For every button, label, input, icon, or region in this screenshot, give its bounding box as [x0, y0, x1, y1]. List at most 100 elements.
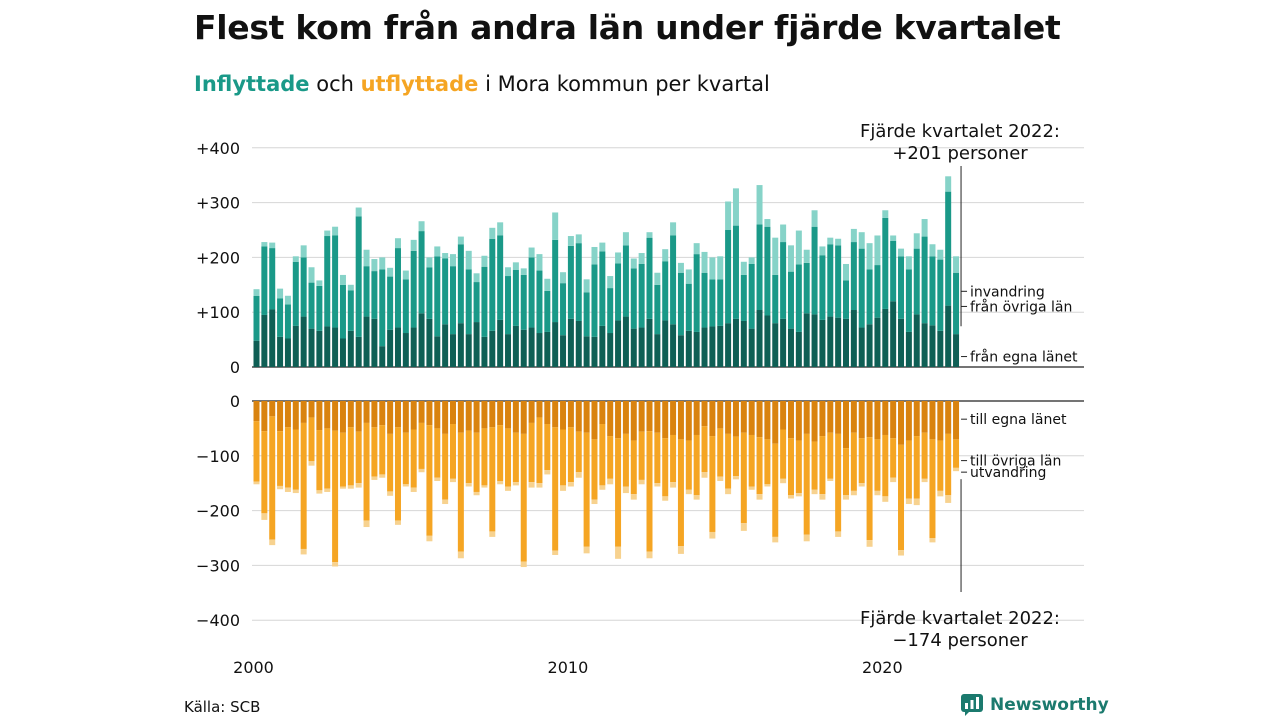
outflow-local-bar — [347, 401, 354, 428]
inflow-other-bar — [929, 256, 936, 326]
inflow-immigration-bar — [772, 237, 779, 275]
outflow-other-bar — [913, 436, 920, 499]
outflow-other-bar — [277, 431, 284, 486]
outflow-emigration-bar — [575, 472, 582, 478]
outflow-emigration-bar — [544, 470, 551, 475]
inflow-other-bar — [308, 282, 315, 329]
inflow-other-bar — [497, 235, 504, 320]
outflow-local-bar — [835, 401, 842, 434]
outflow-local-bar — [827, 401, 834, 433]
outflow-local-bar — [740, 401, 747, 433]
inflow-local-bar — [662, 320, 669, 367]
inflow-local-bar — [599, 325, 606, 367]
newsworthy-logo: Newsworthy — [960, 692, 1109, 718]
outflow-other-bar — [347, 427, 354, 486]
inflow-local-bar — [332, 327, 339, 367]
inflow-other-bar — [874, 265, 881, 318]
outflow-emigration-bar — [654, 483, 661, 487]
inflow-local-bar — [269, 309, 276, 367]
outflow-local-bar — [339, 401, 346, 433]
outflow-other-bar — [740, 432, 747, 524]
outflow-other-bar — [953, 439, 960, 468]
outflow-other-bar — [434, 428, 441, 478]
inflow-immigration-bar — [866, 243, 873, 270]
inflow-immigration-bar — [646, 232, 653, 238]
inflow-other-bar — [583, 292, 590, 337]
subtitle-and-word: och — [309, 72, 361, 96]
inflow-immigration-bar — [638, 253, 645, 264]
inflow-immigration-bar — [740, 261, 747, 275]
inflow-immigration-bar — [843, 263, 849, 281]
inflow-immigration-bar — [607, 276, 614, 289]
inflow-local-bar — [866, 324, 873, 367]
inflow-local-bar — [277, 336, 284, 367]
inflow-other-bar — [575, 243, 582, 321]
outflow-emigration-bar — [662, 496, 669, 501]
outflow-local-bar — [850, 401, 857, 433]
inflow-immigration-bar — [898, 248, 905, 257]
migration-chart: +400 +300 +200 +100 0 0 −100 −200 −300 −400 2000 20… — [196, 121, 1084, 677]
outflow-local-bar — [410, 401, 417, 430]
outflow-other-bar — [520, 433, 527, 562]
outflow-emigration-bar — [945, 495, 952, 503]
outflow-emigration-bar — [324, 488, 331, 492]
inflow-other-bar — [363, 266, 370, 317]
outflow-other-bar — [670, 434, 677, 483]
inflow-other-bar — [371, 271, 378, 319]
inflow-other-bar — [921, 236, 928, 324]
outflow-emigration-bar — [866, 540, 873, 547]
inflow-immigration-bar — [795, 230, 802, 265]
outflow-emigration-bar — [701, 472, 708, 478]
inflow-local-bar — [387, 329, 394, 367]
outflow-other-bar — [780, 429, 787, 479]
outflow-other-bar — [363, 422, 370, 521]
outflow-emigration-bar — [481, 485, 488, 488]
outflow-emigration-bar — [277, 485, 284, 490]
inflow-immigration-bar — [921, 219, 928, 237]
outflow-emigration-bar — [843, 495, 849, 500]
inflow-immigration-bar — [363, 249, 370, 267]
outflow-series-label: till egna länet — [970, 412, 1067, 428]
outflow-other-bar — [630, 440, 637, 495]
outflow-other-bar — [874, 439, 881, 491]
inflow-local-bar — [316, 330, 323, 367]
outflow-emigration-bar — [670, 482, 677, 488]
inflow-immigration-bar — [261, 242, 268, 247]
inflow-other-bar — [654, 284, 661, 335]
outflow-local-bar — [725, 401, 732, 434]
newsworthy-logo-icon — [961, 694, 983, 716]
outflow-other-bar — [898, 444, 905, 551]
inflow-immigration-bar — [489, 227, 496, 239]
outflow-local-bar — [284, 401, 291, 428]
outflow-emigration-bar — [332, 562, 339, 567]
inflow-other-bar — [913, 248, 920, 315]
inflow-immigration-bar — [583, 279, 590, 293]
inflow-immigration-bar — [748, 257, 755, 264]
outflow-series-label: till övriga län — [970, 454, 1061, 470]
inflow-local-bar — [630, 328, 637, 367]
outflow-local-bar — [418, 401, 425, 423]
outflow-local-bar — [843, 401, 849, 449]
inflow-local-bar — [355, 336, 362, 367]
outflow-local-bar — [921, 401, 928, 433]
outflow-other-bar — [615, 438, 622, 547]
y-tick-label-bottom: −300 — [196, 556, 240, 575]
inflow-local-bar — [339, 338, 346, 367]
outflow-emigration-bar — [748, 486, 755, 490]
inflow-local-bar — [465, 334, 472, 367]
inflow-local-bar — [913, 314, 920, 367]
outflow-local-bar — [253, 401, 260, 422]
inflow-local-bar — [324, 326, 331, 367]
inflow-local-bar — [646, 318, 653, 367]
outflow-emigration-bar — [709, 531, 716, 539]
inflow-local-bar — [497, 319, 504, 367]
outflow-local-bar — [780, 401, 787, 430]
outflow-other-bar — [324, 428, 331, 489]
inflow-immigration-bar — [269, 242, 276, 249]
inflow-local-bar — [764, 315, 771, 367]
inflow-other-bar — [843, 280, 849, 319]
outflow-emigration-bar — [756, 494, 763, 500]
outflow-local-bar — [292, 401, 299, 430]
outflow-other-bar — [921, 432, 928, 479]
inflow-other-bar — [355, 216, 362, 337]
